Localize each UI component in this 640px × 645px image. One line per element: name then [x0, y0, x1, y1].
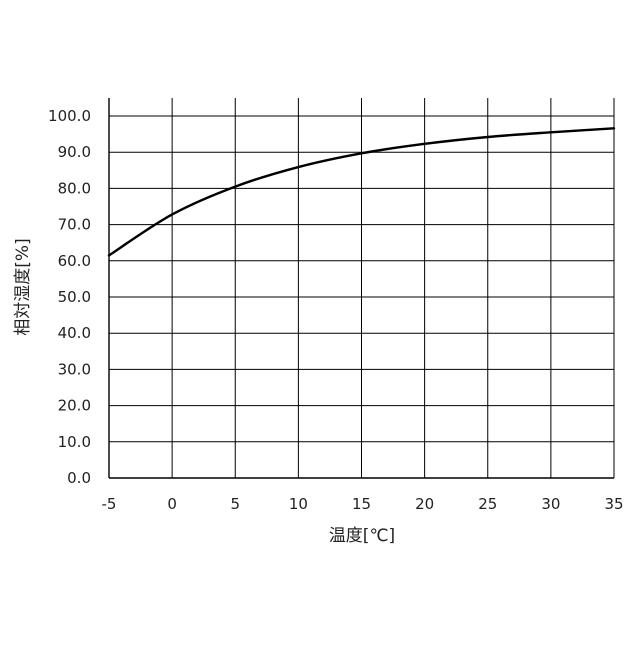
y-tick-label: 90.0	[58, 143, 91, 161]
grid	[109, 98, 614, 478]
x-tick-label: 0	[167, 495, 177, 513]
y-tick-label: 100.0	[48, 107, 91, 125]
x-tick-labels: -5 0 5 10 15 20 25 30 35	[102, 495, 624, 513]
y-tick-label: 70.0	[58, 216, 91, 234]
x-tick-label: 15	[352, 495, 371, 513]
y-tick-label: 20.0	[58, 397, 91, 415]
y-axis-title: 相対湿度[%]	[13, 238, 33, 335]
x-tick-label: 5	[230, 495, 240, 513]
y-tick-label: 40.0	[58, 324, 91, 342]
y-tick-label: 0.0	[67, 469, 91, 487]
y-tick-label: 80.0	[58, 179, 91, 197]
y-tick-label: 10.0	[58, 433, 91, 451]
y-tick-label: 30.0	[58, 360, 91, 378]
x-tick-label: 20	[415, 495, 434, 513]
x-tick-label: 30	[541, 495, 560, 513]
x-tick-label: 35	[604, 495, 623, 513]
y-tick-labels: 0.0 10.0 20.0 30.0 40.0 50.0 60.0 70.0 80.0 90.0 1…	[48, 107, 91, 487]
y-tick-label: 60.0	[58, 252, 91, 270]
x-tick-label: -5	[102, 495, 117, 513]
y-tick-label: 50.0	[58, 288, 91, 306]
x-tick-label: 25	[478, 495, 497, 513]
x-axis-title: 温度[℃]	[329, 526, 395, 546]
x-tick-label: 10	[289, 495, 308, 513]
